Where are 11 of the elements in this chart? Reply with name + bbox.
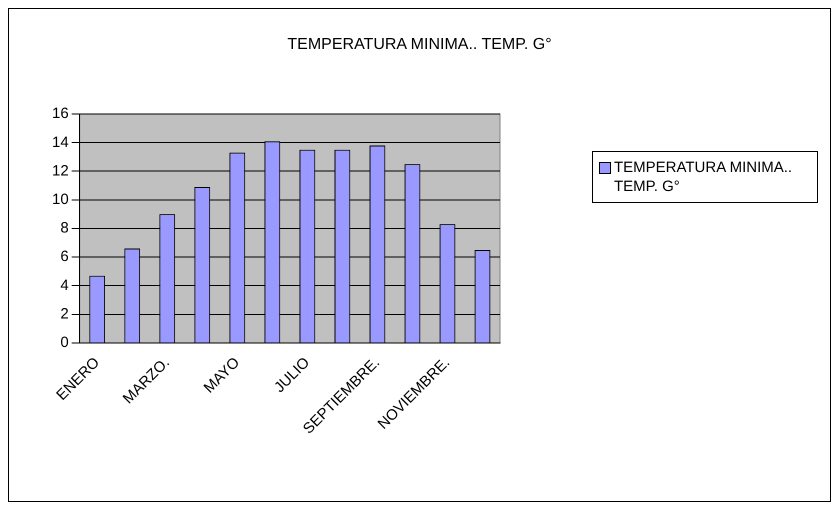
y-tick-label: 2 bbox=[60, 305, 69, 322]
y-tick-label: 0 bbox=[60, 334, 69, 352]
legend-label: TEMPERATURA MINIMA.. TEMP. G° bbox=[614, 158, 794, 196]
y-tick-label: 14 bbox=[52, 134, 69, 151]
chart-title: TEMPERATURA MINIMA.. TEMP. G° bbox=[286, 36, 553, 54]
y-tick-label: 10 bbox=[52, 191, 69, 208]
y-tick-label: 6 bbox=[60, 248, 69, 266]
y-tick-label: 12 bbox=[52, 162, 69, 180]
y-tick-label: 8 bbox=[60, 220, 69, 237]
y-tick-label: 4 bbox=[60, 276, 69, 294]
y-tick-label: 16 bbox=[52, 105, 69, 122]
